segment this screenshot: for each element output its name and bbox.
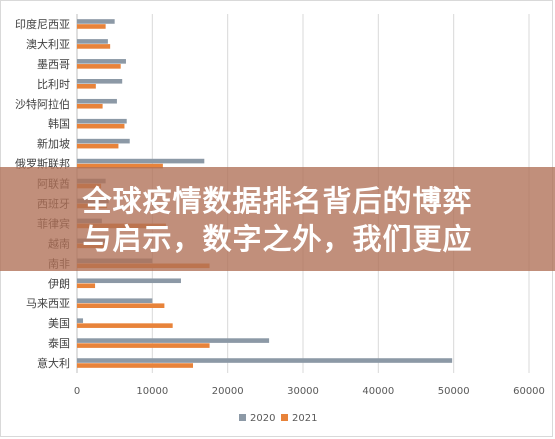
bar-2021-15 xyxy=(77,323,173,328)
legend-label-2020: 2020 xyxy=(250,413,275,424)
bar-2020-4 xyxy=(77,98,117,104)
category-label: 墨西哥 xyxy=(37,58,70,71)
x-tick-label: 20000 xyxy=(212,386,244,397)
bar-2021-0 xyxy=(77,24,106,29)
legend-swatch-2020 xyxy=(239,414,246,421)
bar-2021-3 xyxy=(77,84,96,89)
x-tick-label: 60000 xyxy=(513,386,545,397)
x-tick-label: 10000 xyxy=(136,386,168,397)
bar-2021-14 xyxy=(77,303,165,308)
bar-2021-16 xyxy=(77,343,210,348)
overlay-title-line-2: 与启示，数字之外，我们更应 xyxy=(82,222,473,256)
legend-label-2021: 2021 xyxy=(292,413,317,424)
category-label: 泰国 xyxy=(48,336,70,350)
bar-2021-6 xyxy=(77,143,119,149)
category-label: 伊朗 xyxy=(48,277,70,290)
category-label: 印度尼西亚 xyxy=(15,17,70,31)
bar-2020-13 xyxy=(77,278,181,284)
category-label: 新加坡 xyxy=(37,137,70,151)
category-label: 澳大利亚 xyxy=(26,37,70,51)
bar-2021-13 xyxy=(77,283,96,289)
bar-2020-14 xyxy=(77,298,153,303)
bar-2020-0 xyxy=(77,19,115,24)
overlay-title-line-1: 全球疫情数据排名背后的博弈 xyxy=(82,184,473,218)
x-tick-label: 0 xyxy=(74,386,80,397)
bar-2020-5 xyxy=(77,118,127,124)
bar-2020-15 xyxy=(77,318,84,323)
bar-2021-17 xyxy=(77,363,194,368)
title-overlay-banner: 全球疫情数据排名背后的博弈 与启示，数字之外，我们更应 xyxy=(0,167,555,271)
bar-2021-5 xyxy=(77,123,125,129)
x-tick-label: 30000 xyxy=(287,386,319,397)
category-label: 马来西亚 xyxy=(26,297,70,310)
bar-2020-7 xyxy=(77,158,205,164)
bar-2021-7 xyxy=(77,163,163,169)
bar-2021-4 xyxy=(77,103,103,109)
bar-2020-1 xyxy=(77,39,108,44)
bar-2020-2 xyxy=(77,59,126,64)
bar-2020-3 xyxy=(77,79,123,84)
x-tick-label: 40000 xyxy=(362,386,394,397)
category-label: 意大利 xyxy=(37,356,70,370)
bar-2020-6 xyxy=(77,138,130,144)
category-label: 美国 xyxy=(48,317,70,330)
bar-2020-17 xyxy=(77,358,453,363)
bar-2021-1 xyxy=(77,44,111,49)
x-tick-label: 50000 xyxy=(438,386,470,397)
category-label: 韩国 xyxy=(48,117,70,131)
category-label: 沙特阿拉伯 xyxy=(15,97,70,111)
category-label: 比利时 xyxy=(37,78,70,91)
legend-swatch-2021 xyxy=(281,414,288,421)
bar-2020-16 xyxy=(77,338,270,343)
bar-2021-2 xyxy=(77,64,121,69)
